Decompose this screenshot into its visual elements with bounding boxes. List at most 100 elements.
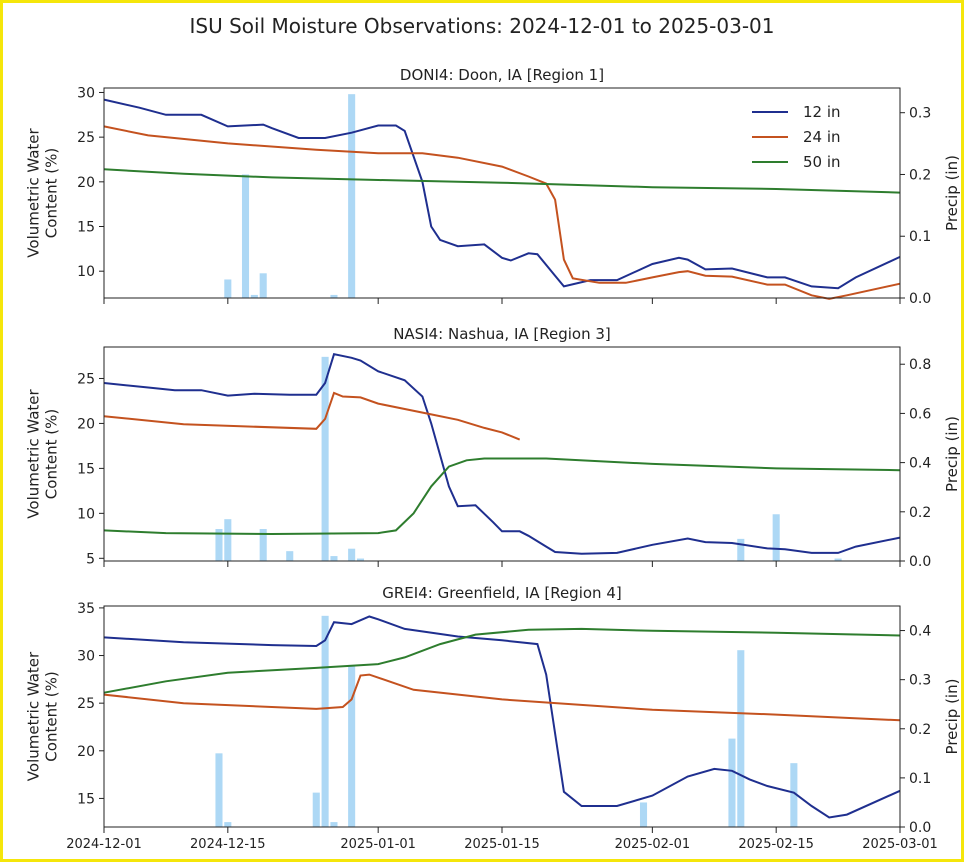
y-axis-label: Volumetric WaterContent (%) xyxy=(25,127,61,257)
precip-bar xyxy=(321,615,329,827)
precip-bar xyxy=(737,538,745,561)
series-line-12in xyxy=(103,98,901,290)
y2-tick-label: 0.1 xyxy=(909,229,931,245)
y2-tick-label: 0.6 xyxy=(909,406,931,422)
series-line-24in xyxy=(103,673,901,722)
precip-bar xyxy=(224,519,232,561)
legend-label: 50 in xyxy=(803,153,841,171)
y2-tick-label: 0.3 xyxy=(909,106,931,122)
precip-bar xyxy=(330,822,338,827)
y2-tick-label: 0.4 xyxy=(909,624,931,640)
y-axis-label: Volumetric WaterContent (%) xyxy=(25,388,61,518)
y-tick-label: 20 xyxy=(77,175,95,191)
precip-bar xyxy=(241,174,250,298)
y2-axis-label: Precip (in) xyxy=(943,416,961,492)
y-tick-label: 10 xyxy=(77,506,95,522)
panel-2: 5 10 15 20 25 0.0 0.2 0.4 0.6 0.8 NASI4: Nashua, I… xyxy=(25,325,962,570)
y-tick-label: 15 xyxy=(77,461,95,477)
figure-title: ISU Soil Moisture Observations: 2024-12-… xyxy=(189,14,775,38)
precip-bar xyxy=(224,279,232,298)
y2-axis-label: Precip (in) xyxy=(943,679,961,755)
precip-bar xyxy=(224,822,232,827)
series-line-12in xyxy=(103,353,901,555)
panel-title: GREI4: Greenfield, IA [Region 4] xyxy=(382,584,621,602)
y-tick-label: 20 xyxy=(77,416,95,432)
y2-tick-label: 0.2 xyxy=(909,167,931,183)
legend-label: 24 in xyxy=(803,128,841,146)
y-tick-label: 25 xyxy=(77,130,95,146)
precip-bar xyxy=(286,551,294,561)
legend: 12 in 24 in 50 in xyxy=(752,103,841,171)
x-tick-label: 2025-01-15 xyxy=(464,837,540,852)
precip-bar xyxy=(348,94,356,298)
y-tick-label: 20 xyxy=(77,744,95,760)
precip-bar xyxy=(790,763,798,827)
y-tick-label: 25 xyxy=(77,696,95,712)
precip-bar xyxy=(330,294,338,298)
precip-bar xyxy=(259,273,267,298)
series-line-12in xyxy=(103,615,901,819)
series-line-50in xyxy=(103,627,901,694)
y-axis-label: Volumetric WaterContent (%) xyxy=(25,651,61,781)
panel-3: 15 20 25 30 35 0.0 0.1 0.2 0.3 0.4 2024-12-01 2024-… xyxy=(25,584,962,852)
series-line-50in xyxy=(103,457,901,536)
precip-bar xyxy=(639,802,648,827)
y-tick-label: 15 xyxy=(77,791,95,807)
precip-bar xyxy=(250,294,258,298)
precip-bar xyxy=(312,792,320,827)
y-tick-label: 15 xyxy=(77,220,95,236)
y-axis-label-line2: Content (%) xyxy=(43,148,61,238)
y2-tick-label: 0.0 xyxy=(909,820,931,836)
x-tick-label: 2025-02-01 xyxy=(615,837,691,852)
y-axis-label-line1: Volumetric Water xyxy=(25,388,43,518)
precip-bar xyxy=(259,529,267,561)
y2-tick-label: 0.2 xyxy=(909,722,931,738)
precip-bar xyxy=(728,738,736,827)
precip-bar xyxy=(215,529,223,561)
panel-title: DONI4: Doon, IA [Region 1] xyxy=(400,66,604,84)
plot-frame xyxy=(103,605,901,828)
y-axis-label-line2: Content (%) xyxy=(43,671,61,761)
series-line-24in xyxy=(103,125,901,300)
y-axis-label-line2: Content (%) xyxy=(43,409,61,499)
y2-tick-label: 0.4 xyxy=(909,456,931,472)
y2-axis-label: Precip (in) xyxy=(943,155,961,231)
x-tick-label: 2025-03-01 xyxy=(862,837,938,852)
precip-bar xyxy=(356,558,365,561)
x-tick-label: 2025-02-15 xyxy=(738,837,814,852)
y2-tick-label: 0.0 xyxy=(909,554,931,570)
y-axis-label-line1: Volumetric Water xyxy=(25,127,43,257)
y2-tick-label: 0.3 xyxy=(909,673,931,689)
y-tick-label: 5 xyxy=(86,551,95,567)
y2-tick-label: 0.0 xyxy=(909,291,931,307)
plot-frame xyxy=(103,87,901,299)
x-tick-label: 2024-12-01 xyxy=(66,837,142,852)
y-tick-label: 30 xyxy=(77,85,95,101)
y-tick-label: 25 xyxy=(77,371,95,387)
plot-frame xyxy=(103,346,901,562)
y2-tick-label: 0.1 xyxy=(909,771,931,787)
y2-tick-label: 0.2 xyxy=(909,505,931,521)
y-tick-label: 10 xyxy=(77,264,95,280)
panel-title: NASI4: Nashua, IA [Region 3] xyxy=(393,325,611,343)
y-tick-label: 35 xyxy=(77,601,95,617)
precip-bar xyxy=(772,514,780,561)
y-axis-label-line1: Volumetric Water xyxy=(25,651,43,781)
legend-label: 12 in xyxy=(803,103,841,121)
series-line-24in xyxy=(103,391,521,441)
precip-bar xyxy=(834,558,842,561)
x-tick-label: 2024-12-15 xyxy=(190,837,266,852)
x-tick-label: 2025-01-01 xyxy=(340,837,416,852)
y2-tick-label: 0.8 xyxy=(909,357,931,373)
precip-bar xyxy=(321,356,329,561)
precip-bar xyxy=(215,753,223,827)
precip-bar xyxy=(330,556,338,561)
series-line-50in xyxy=(103,168,901,194)
y-tick-label: 30 xyxy=(77,649,95,665)
precip-bar xyxy=(348,664,356,827)
precip-bar xyxy=(348,548,356,561)
precip-bar xyxy=(737,650,745,827)
panel-1: 10 15 20 25 30 0.0 0.1 0.2 0.3 DONI4: Doon, IA [R… xyxy=(25,66,962,307)
